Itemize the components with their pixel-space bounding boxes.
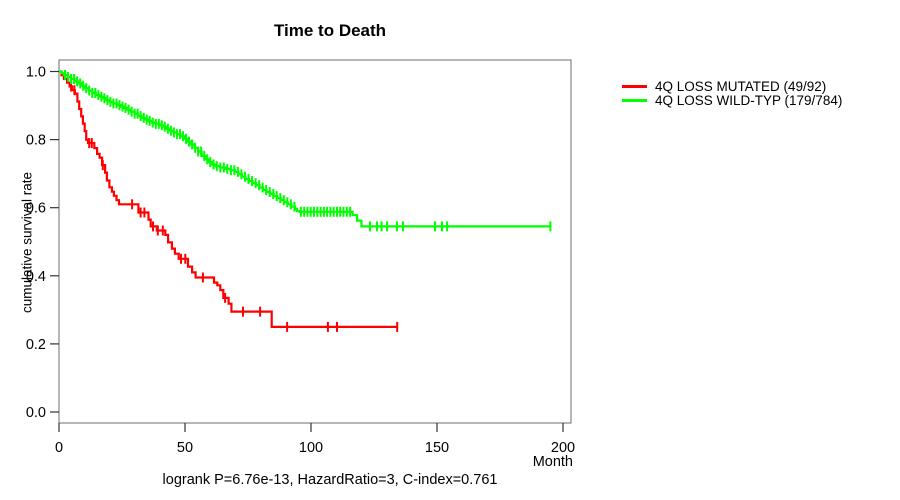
y-axis-tick-label: 0.2 (26, 337, 46, 353)
y-axis-tick-label: 0.0 (26, 405, 46, 421)
x-axis-tick-label: 150 (425, 440, 449, 456)
chart-title: Time to Death (273, 21, 387, 40)
y-axis-tick-label: 0.4 (26, 269, 46, 285)
x-axis-title: Month (532, 454, 573, 470)
y-axis-tick-label: 0.6 (26, 201, 46, 217)
x-axis-tick-label: 0 (55, 440, 63, 456)
legend-line-swatch (622, 84, 647, 88)
legend-label: 4Q LOSS MUTATED (49/92) (655, 78, 827, 94)
y-axis-tick-label: 0.8 (26, 133, 46, 149)
censor-marks-mutated (70, 81, 399, 332)
plot-border (58, 59, 572, 424)
y-axis-tick-label: 1.0 (26, 65, 46, 81)
legend: 4Q LOSS MUTATED (49/92) 4Q LOSS WILD-TYP … (622, 78, 843, 108)
x-axis-tick-label: 100 (299, 440, 323, 456)
censor-marks-wildtype (64, 69, 552, 232)
x-axis-tick-label: 200 (551, 440, 575, 456)
legend-label: 4Q LOSS WILD-TYP (179/784) (655, 92, 843, 108)
x-axis-tick-label: 50 (177, 440, 193, 456)
legend-item: 4Q LOSS MUTATED (49/92) (622, 78, 842, 94)
survival-curve-mutated (59, 70, 398, 328)
legend-line-swatch (622, 98, 647, 102)
stats-footer: logrank P=6.76e-13, HazardRatio=3, C-ind… (162, 472, 498, 488)
legend-item: 4Q LOSS WILD-TYP (179/784) (622, 92, 843, 108)
